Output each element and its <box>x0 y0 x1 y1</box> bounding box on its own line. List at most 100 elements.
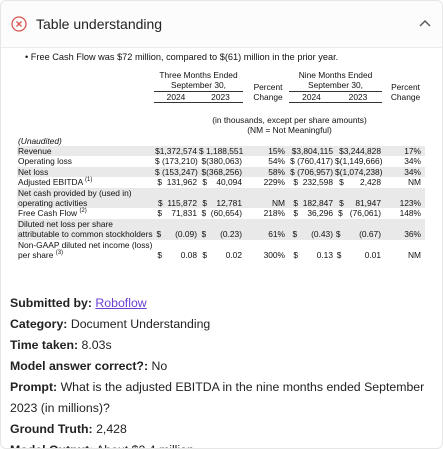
row-label-text: Non-GAAP diluted net income (loss) per s… <box>18 239 153 260</box>
row-label: Non-GAAP diluted net income (loss) per s… <box>17 240 154 261</box>
detail-label: Submitted by: <box>10 296 92 310</box>
blank-cell <box>334 136 382 146</box>
detail-value: About $2.4 million. <box>96 443 197 448</box>
table-cell: 229% <box>263 177 285 188</box>
note-row: (NM = Not Meaningful) <box>17 125 425 135</box>
table-cell: 34% <box>404 156 421 167</box>
row-label: Operating loss <box>17 156 154 166</box>
footnote: (2) <box>79 208 87 215</box>
table-row: Net loss $ (153,247) $(368,256) 58% $ (706,9… <box>17 166 425 178</box>
row-label-text: Net cash provided by (used in) operating… <box>18 187 132 208</box>
details: Submitted by: Roboflow Category: Document… <box>10 293 436 448</box>
table-cell: 123% <box>382 187 425 209</box>
table-row: Operating loss $ (173,210) $(380,063) 54% $ … <box>17 156 425 166</box>
header-row: 2024 2023 2024 2023 <box>17 91 425 104</box>
table-cell: 17% <box>382 145 425 157</box>
detail-row: Submitted by: Roboflow <box>10 293 436 314</box>
table-row: Net cash provided by (used in) operating… <box>17 187 425 209</box>
table-cell: $(368,256) <box>198 166 243 178</box>
document-image: • Free Cash Flow was $72 million, compar… <box>15 49 429 285</box>
card-header[interactable]: Table understanding <box>1 1 442 48</box>
table-cell: $3,244,828 <box>334 145 382 157</box>
blank-cell <box>334 103 382 115</box>
blank-cell <box>289 103 334 115</box>
row-label-text: Adjusted EBITDA <box>18 177 83 188</box>
row-label: Adjusted EBITDA (1) <box>17 177 154 187</box>
table-cell: $ (0.43) <box>289 218 334 240</box>
year-header: 2024 <box>289 91 334 104</box>
table-cell: $ 115,872 <box>154 187 198 209</box>
table-row: Adjusted EBITDA (1) $ 131,962 $ 40,094 229%… <box>17 177 425 187</box>
detail-row: Prompt: What is the adjusted EBITDA in t… <box>10 377 436 419</box>
table-cell: 300% <box>263 250 285 260</box>
table-cell: $ 1,188,551 <box>198 145 244 157</box>
year-header: 2024 <box>154 91 198 104</box>
blank-cell <box>243 103 289 115</box>
blank-cell <box>17 115 154 125</box>
footnote: (3) <box>55 250 64 257</box>
detail-label: Model answer correct?: <box>10 359 149 373</box>
row-label: Diluted net loss per share attributable … <box>17 218 154 240</box>
table-cell: NM <box>407 250 421 260</box>
table-cell: $ 81,947 <box>334 187 382 209</box>
blank-cell <box>154 103 198 115</box>
detail-row: Model answer correct?: No <box>10 356 436 377</box>
table-cell: 58% <box>243 166 289 178</box>
detail-value: 8.03s <box>81 338 112 352</box>
detail-row: Category: Document Understanding <box>10 314 436 335</box>
table-cell: $ (173,210) <box>155 156 198 167</box>
table-row: Diluted net loss per share attributable … <box>17 218 425 240</box>
row-label-text: Free Cash Flow <box>18 208 78 219</box>
table-row: Free Cash Flow (2) $ 71,831 $ (60,654) 218%… <box>17 208 425 218</box>
detail-link[interactable]: Roboflow <box>95 296 147 310</box>
unaudited: (Unaudited) <box>18 135 62 146</box>
row-label-text: Revenue <box>18 145 52 156</box>
table-cell: $(1,074,238) <box>334 166 383 178</box>
blank-cell <box>243 136 289 146</box>
table-cell: $ (76,061) <box>338 208 381 219</box>
table-cell: $ (0.23) <box>198 218 243 240</box>
table-cell: $ 2,428 <box>339 177 381 188</box>
table-cell: $1,372,574 <box>154 145 198 157</box>
year-header: 2023 <box>334 91 382 104</box>
table-cell: $ 182,847 <box>289 187 334 209</box>
table-cell: $ (760,417) <box>290 156 333 167</box>
date-header: September 30, <box>154 80 243 92</box>
financial-table: Three Months Ended Nine Months Ended Septe… <box>17 70 425 260</box>
header-row: Three Months Ended Nine Months Ended <box>17 70 425 80</box>
row-label: Net cash provided by (used in) operating… <box>17 187 154 209</box>
row-label-text: Operating loss <box>18 156 72 167</box>
table-cell: $ 131,962 <box>157 177 197 188</box>
year-header: 2023 <box>198 91 243 104</box>
card-title: Table understanding <box>36 16 163 32</box>
detail-value: 2,428 <box>96 422 127 436</box>
row-label-text: Net loss <box>18 166 49 177</box>
change-header: Percent Change <box>253 81 283 103</box>
blank-cell <box>382 70 425 80</box>
detail-label: Time taken: <box>10 338 79 352</box>
detail-label: Prompt: <box>10 380 58 394</box>
row-label: Net loss <box>17 166 154 178</box>
detail-value: Document Understanding <box>70 317 211 331</box>
bullet-text: • Free Cash Flow was $72 million, compar… <box>25 52 339 62</box>
table-cell: 54% <box>268 156 285 167</box>
error-icon <box>11 16 27 32</box>
blank-cell <box>382 103 425 115</box>
table-cell: $ (706,957) <box>289 166 334 178</box>
table-cell: 148% <box>399 208 421 219</box>
blank-cell <box>17 91 154 102</box>
table-cell: $ 12,781 <box>198 187 243 209</box>
table-cell: 34% <box>382 166 425 178</box>
collapse-chevron[interactable] <box>418 18 432 28</box>
date-header: September 30, <box>289 80 382 92</box>
table-cell: NM <box>407 177 421 188</box>
bullet-sentence: Free Cash Flow was $72 million, compared… <box>30 52 339 62</box>
table-cell: NM <box>243 187 289 209</box>
note: (in thousands, except per share amounts) <box>212 114 367 125</box>
blank-cell <box>17 80 154 91</box>
table-row: Revenue $1,372,574 $ 1,188,551 15% $3,804,11… <box>17 145 425 157</box>
blank-cell <box>198 136 243 146</box>
header-row: September 30, Percent Change September 30,… <box>17 80 425 102</box>
table-cell: 15% <box>243 145 289 157</box>
table-cell: $ (60,654) <box>201 208 242 219</box>
